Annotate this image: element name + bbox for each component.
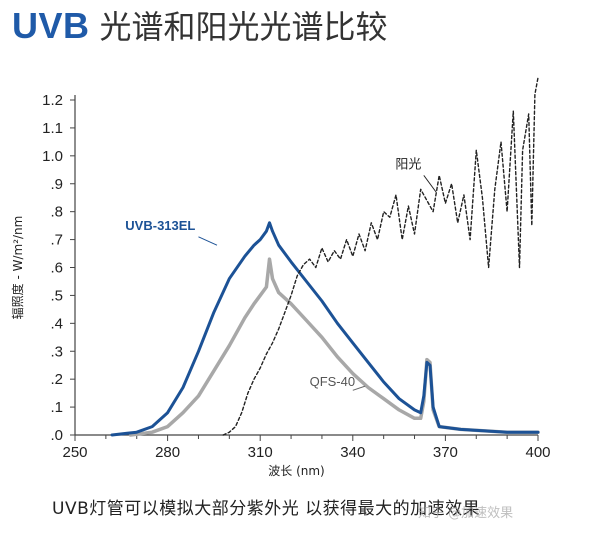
x-axis-label: 波长 (nm)	[268, 464, 324, 478]
annotation-qfs-40: QFS-40	[310, 374, 356, 389]
y-tick-label: 1.1	[42, 120, 63, 137]
annotation-leader-uvb	[198, 236, 218, 246]
chart-title: UVB 光谱和阳光光谱比较	[12, 2, 388, 46]
series-line-qfs-40	[128, 257, 540, 437]
y-tick-label: 1.0	[42, 148, 63, 165]
x-tick-label: 310	[248, 444, 273, 461]
y-tick-label: .1	[50, 399, 63, 416]
y-tick-label: 1.2	[42, 92, 63, 109]
y-tick-label: .4	[50, 315, 63, 332]
x-tick-label: 280	[155, 444, 180, 461]
title-uvb: UVB	[12, 5, 90, 46]
y-axis-label: 辐照度 - W/m²/nm	[10, 216, 25, 320]
y-tick-label: .9	[50, 176, 63, 193]
y-tick-label: .6	[50, 260, 63, 277]
annotation-leader-sunlight	[423, 175, 437, 193]
watermark: 知乎 @加速效果	[418, 506, 514, 521]
spectrum-chart: .0 .1 .2 .3 .4 .5 .6 .7 .8 .9 1.0 1.1 1.2 250 280 310 34…	[10, 77, 551, 478]
x-tick-label: 250	[62, 444, 87, 461]
series-line-sunlight	[222, 77, 539, 436]
x-tick-label: 400	[525, 444, 550, 461]
y-tick-label: .8	[50, 204, 63, 221]
caption: UVB灯管可以模拟大部分紫外光 以获得最大的加速效果	[52, 499, 481, 519]
annotation-uvb-313el: UVB-313EL	[125, 218, 195, 233]
y-tick-label: .7	[50, 232, 63, 249]
annotation-sunlight: 阳光	[395, 157, 421, 172]
y-tick-label: .2	[50, 371, 63, 388]
title-text: 光谱和阳光光谱比较	[99, 8, 388, 46]
series-line-uvb-313el	[110, 221, 540, 437]
x-tick-label: 370	[433, 444, 458, 461]
y-tick-label: .3	[50, 343, 63, 360]
annotation-leader-qfs	[352, 385, 366, 391]
x-tick-label: 340	[340, 444, 365, 461]
y-tick-label: .5	[50, 287, 63, 304]
y-tick-label: .0	[50, 427, 63, 444]
